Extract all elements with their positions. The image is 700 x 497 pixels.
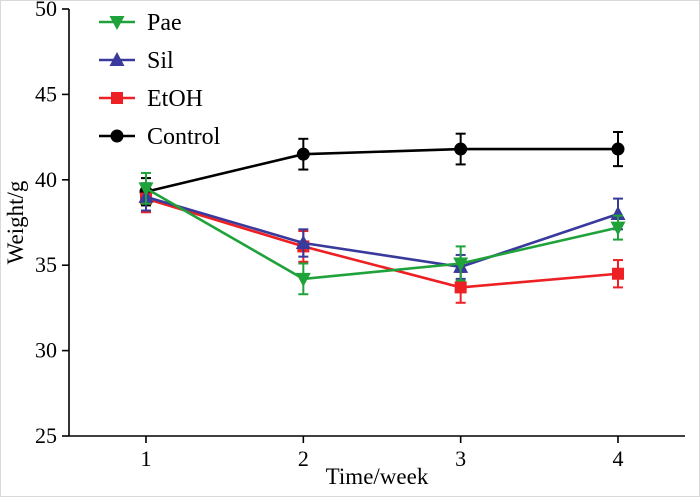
legend-item-control: Control — [99, 124, 221, 150]
legend-item-pae: Pae — [99, 10, 182, 36]
triangle-down-marker — [610, 221, 626, 236]
series-line — [145, 187, 619, 281]
series-sil — [138, 182, 626, 280]
circle-marker — [454, 142, 468, 156]
series-line — [145, 195, 619, 269]
legend: Pae Sil EtOH Control — [99, 10, 221, 150]
circle-marker — [611, 142, 625, 156]
triangle-down-marker — [295, 272, 311, 287]
x-tick-label: 1 — [141, 446, 152, 471]
square-marker — [111, 92, 123, 104]
legend-label: EtOH — [147, 86, 203, 112]
legend-item-sil: Sil — [99, 48, 174, 74]
x-tick-label: 4 — [612, 446, 623, 471]
square-marker — [611, 267, 624, 280]
triangle-down-marker — [453, 257, 469, 272]
triangle-up-marker — [295, 234, 311, 249]
series-pae — [138, 171, 626, 296]
y-tick-label: 35 — [35, 252, 57, 277]
x-tick-label: 3 — [455, 446, 466, 471]
y-tick-label: 25 — [35, 423, 57, 448]
square-marker — [454, 281, 467, 294]
legend-label: Control — [147, 124, 221, 150]
x-axis-title: Time/week — [326, 464, 429, 489]
legend-item-etoh: EtOH — [99, 86, 203, 112]
x-tick-label: 2 — [298, 446, 309, 471]
y-tick-label: 50 — [35, 1, 57, 21]
circle-marker — [296, 147, 310, 161]
y-tick-label: 40 — [35, 167, 57, 192]
triangle-down-marker — [138, 182, 154, 197]
legend-label: Sil — [147, 48, 174, 74]
y-axis-title: Weight/g — [3, 180, 28, 264]
triangle-down-marker — [109, 16, 125, 30]
y-tick-label: 45 — [35, 81, 57, 106]
y-tick-label: 30 — [35, 338, 57, 363]
circle-marker — [110, 129, 124, 143]
series-line — [145, 197, 619, 289]
series-line — [145, 147, 618, 194]
legend-label: Pae — [147, 10, 182, 36]
triangle-up-marker — [109, 52, 125, 66]
